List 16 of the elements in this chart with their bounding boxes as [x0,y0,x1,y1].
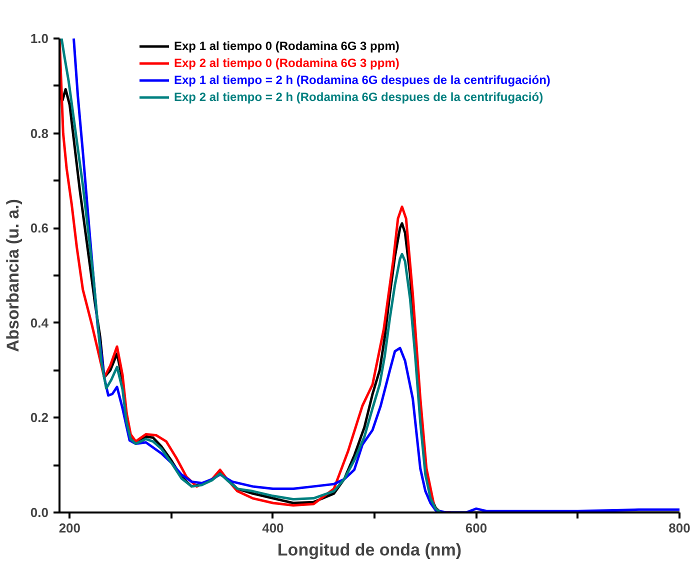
y-tick-label: 1.0 [30,31,49,46]
y-tick-label: 0.0 [30,505,49,520]
y-tick-label: 0.2 [30,410,49,426]
legend-label: Exp 1 al tiempo 0 (Rodamina 6G 3 ppm) [174,39,400,53]
x-tick-label: 600 [465,520,488,536]
x-axis-title: Longitud de onda (nm) [277,540,462,560]
legend-label: Exp 1 al tiempo = 2 h (Rodamina 6G despues de la centrifugación) [174,73,550,87]
legend-label: Exp 2 al tiempo 0 (Rodamina 6G 3 ppm) [174,56,400,70]
y-axis-title: Absorbancia (u. a.) [3,198,22,352]
x-tick-label: 800 [668,520,690,536]
y-tick-label: 0.8 [30,126,49,141]
y-tick-label: 0.4 [30,315,50,330]
y-tick-label: 0.6 [30,220,49,236]
x-tick-label: 400 [262,520,284,536]
legend-label: Exp 2 al tiempo = 2 h (Rodamina 6G despues de la centrifugació) [174,90,544,104]
x-tick-label: 200 [58,520,81,536]
